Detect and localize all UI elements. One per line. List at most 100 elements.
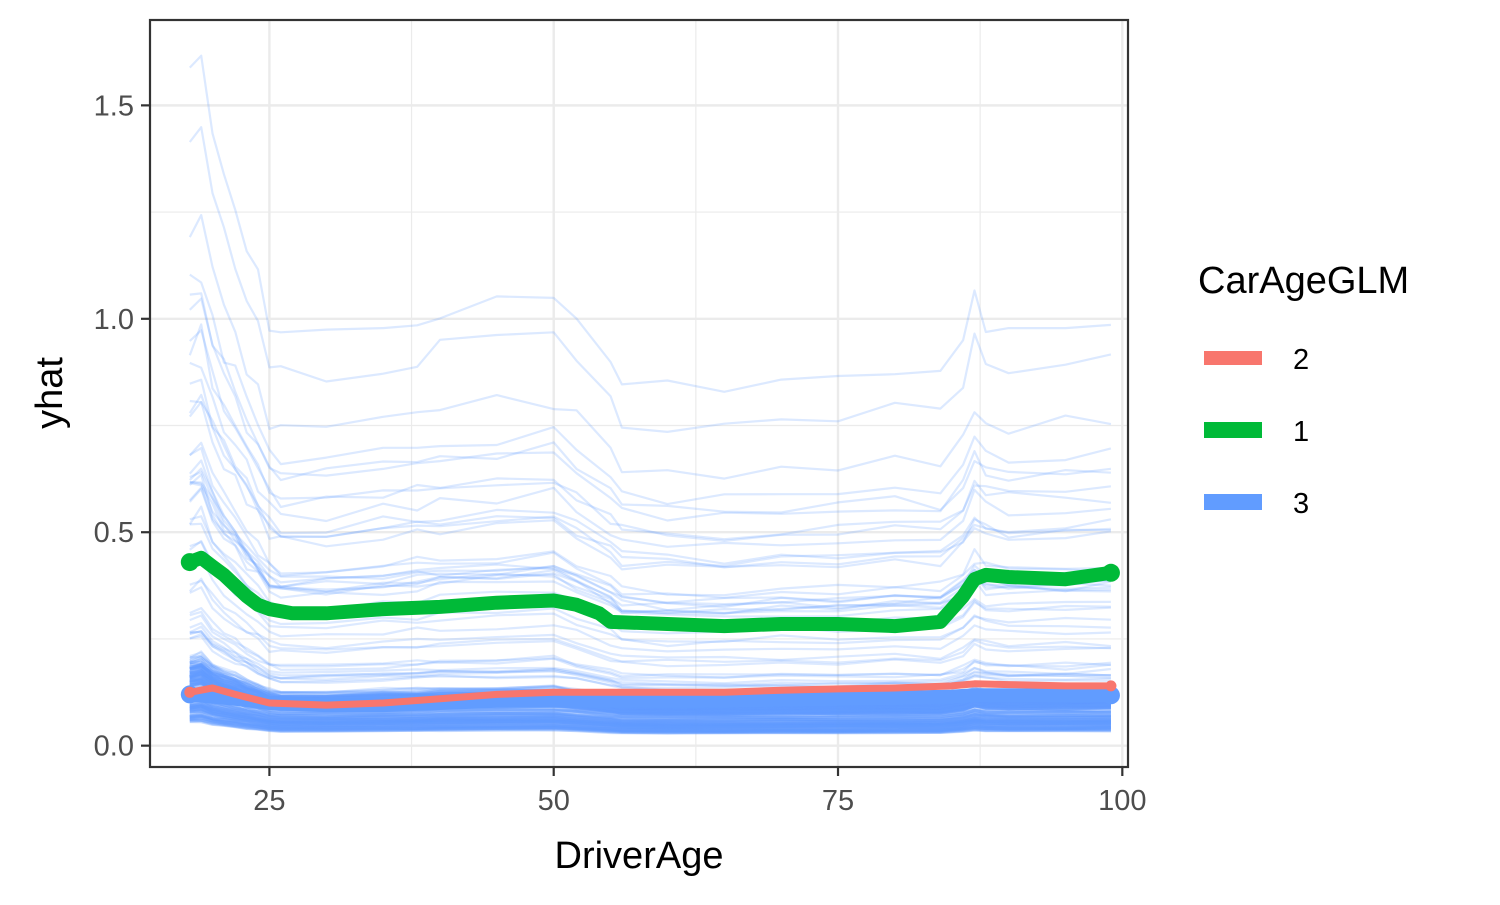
ice-line xyxy=(188,323,1112,542)
legend: CarAgeGLM 2 1 3 xyxy=(1198,260,1409,520)
ice-line xyxy=(189,610,1111,679)
ice-line xyxy=(189,696,1111,723)
ice-line xyxy=(189,710,1111,730)
ice-line xyxy=(189,714,1111,732)
legend-title: CarAgeGLM xyxy=(1198,260,1409,302)
ice-line xyxy=(189,702,1111,727)
ice-line xyxy=(189,705,1111,728)
x-tick-label: 100 xyxy=(1098,785,1146,817)
ice-line xyxy=(189,707,1111,729)
series-line-1 xyxy=(182,550,1118,634)
axes: 25 50 75 100 0.0 0.5 1.0 1.5 xyxy=(94,90,1147,817)
y-tick-label: 1.5 xyxy=(94,90,134,122)
ice-line xyxy=(189,704,1111,728)
ice-line xyxy=(189,467,1111,609)
ice-line xyxy=(189,704,1111,727)
ice-line xyxy=(189,717,1111,734)
y-tick-label: 0.0 xyxy=(94,731,134,763)
legend-items: 2 1 3 xyxy=(1204,344,1309,520)
ice-line xyxy=(189,555,1111,653)
ice-line xyxy=(189,273,1112,506)
ice-line xyxy=(188,126,1112,433)
y-axis-title: yhat xyxy=(29,357,71,429)
ice-line xyxy=(189,702,1111,726)
plot-border xyxy=(148,18,1130,769)
ice-line xyxy=(189,579,1111,662)
ice-line xyxy=(189,700,1111,726)
ice-line xyxy=(189,635,1111,693)
ice-line xyxy=(189,718,1111,735)
ice-line xyxy=(189,630,1111,688)
ice-line xyxy=(189,694,1111,722)
y-tick-label: 1.0 xyxy=(94,304,134,336)
ice-line xyxy=(189,707,1111,729)
ice-line xyxy=(189,470,1111,607)
plot-background xyxy=(150,20,1128,767)
ice-line xyxy=(189,292,1112,514)
ice-line xyxy=(189,297,1111,522)
series-point-3 xyxy=(1101,686,1120,705)
ice-line xyxy=(189,698,1111,725)
ice-line xyxy=(189,622,1112,685)
series-point-1 xyxy=(1101,563,1120,582)
ice-line xyxy=(189,706,1111,729)
ice-line xyxy=(189,719,1111,735)
ice-line xyxy=(189,399,1111,569)
legend-label-2: 2 xyxy=(1293,344,1309,376)
ice-curves xyxy=(188,54,1112,735)
ice-line xyxy=(189,703,1111,727)
ice-line xyxy=(189,713,1111,732)
ice-line xyxy=(189,630,1111,687)
ice-line xyxy=(189,708,1111,730)
y-tick-label: 0.5 xyxy=(94,517,134,549)
ice-line xyxy=(189,713,1111,732)
ice-line xyxy=(189,693,1111,722)
ice-line xyxy=(189,713,1111,732)
ice-line xyxy=(189,715,1111,733)
ice-line xyxy=(189,447,1111,599)
ice-line xyxy=(189,696,1111,722)
ice-line xyxy=(189,712,1111,732)
ice-line xyxy=(189,705,1111,728)
x-axis-title: DriverAge xyxy=(555,835,724,877)
ice-line xyxy=(189,716,1111,733)
ice-line xyxy=(189,633,1111,692)
ice-line xyxy=(189,700,1111,726)
ice-line xyxy=(189,716,1111,734)
ice-line xyxy=(189,699,1111,724)
series-point-1 xyxy=(180,553,199,572)
ice-line xyxy=(189,361,1112,548)
ice-line xyxy=(189,709,1111,730)
ice-line xyxy=(189,718,1111,734)
legend-label-3: 3 xyxy=(1293,488,1309,520)
ice-line xyxy=(189,703,1111,727)
ice-line xyxy=(189,586,1111,668)
ice-line xyxy=(189,704,1111,728)
ice-line xyxy=(189,704,1111,728)
ice-line xyxy=(189,694,1111,723)
series-point-2 xyxy=(1105,680,1117,692)
ice-line xyxy=(188,214,1112,480)
ice-line xyxy=(189,709,1111,730)
ice-line xyxy=(189,710,1111,730)
ice-line xyxy=(189,378,1112,565)
x-tick-label: 25 xyxy=(253,785,285,817)
ice-line xyxy=(189,607,1111,678)
ice-line xyxy=(189,54,1111,393)
ice-line xyxy=(189,715,1111,733)
pdp-series xyxy=(180,550,1120,713)
ice-line xyxy=(189,625,1111,687)
ice-line xyxy=(189,614,1112,680)
ice-line xyxy=(189,698,1111,724)
series-line-2 xyxy=(186,680,1115,709)
ice-line xyxy=(189,329,1112,541)
ice-line xyxy=(189,702,1111,726)
grid-lines xyxy=(150,20,1128,767)
ice-line xyxy=(189,720,1111,735)
ice-line xyxy=(189,706,1111,729)
ice-line xyxy=(189,630,1111,690)
ice-line xyxy=(188,441,1111,597)
ice-line xyxy=(189,707,1111,729)
